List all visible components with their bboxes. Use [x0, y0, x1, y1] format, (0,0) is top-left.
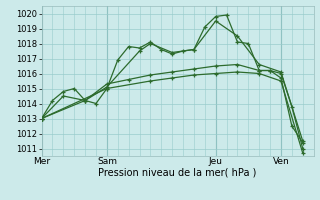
X-axis label: Pression niveau de la mer( hPa ): Pression niveau de la mer( hPa ) [99, 168, 257, 178]
